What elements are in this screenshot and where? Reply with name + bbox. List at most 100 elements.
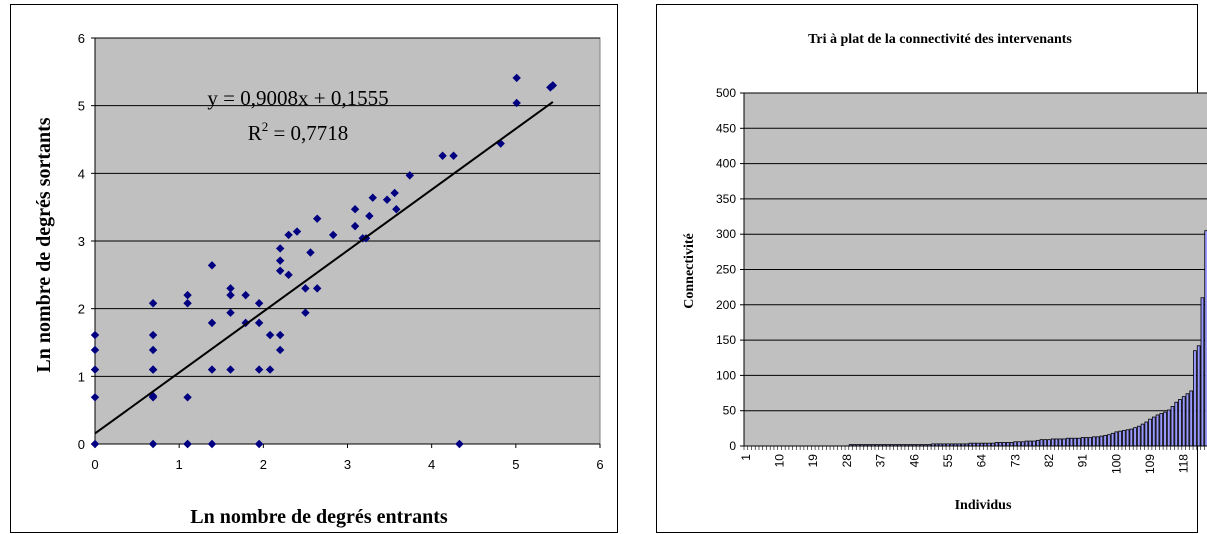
data-point: [350, 221, 360, 231]
bar: [1013, 441, 1018, 447]
data-point: [148, 330, 158, 340]
bar: [1054, 438, 1059, 447]
scatter-chart-panel: 0 1 2 3 4 5 6 0 1 2 3 4 5 6 y = 0,9008x + 0,1555 R2 =…: [10, 4, 618, 533]
bar: [1148, 418, 1152, 447]
y-tick-label: 300: [716, 227, 736, 241]
y-tick-label: 200: [716, 298, 736, 312]
data-point: [207, 318, 217, 328]
data-point: [313, 284, 322, 293]
x-tick-label: 91: [1076, 454, 1090, 468]
data-point: [148, 345, 158, 355]
bar: [1185, 393, 1190, 447]
data-point: [275, 266, 285, 275]
bar: [1174, 401, 1179, 447]
bar: [1073, 437, 1078, 447]
bar: [1039, 439, 1044, 447]
data-point: [392, 204, 401, 214]
data-point: [368, 193, 377, 202]
bar: [1107, 434, 1111, 447]
data-point: [207, 365, 217, 374]
y-tick-label: 400: [716, 157, 736, 171]
bar: [1047, 439, 1051, 447]
y-tick-label: 5: [78, 99, 85, 114]
bar: [1189, 390, 1194, 447]
r-squared-label: R2 = 0,7718: [248, 119, 349, 145]
y-tick-label: 3: [78, 234, 85, 249]
data-point: [284, 230, 293, 240]
data-point: [148, 299, 158, 308]
y-tick-label: 450: [716, 121, 736, 135]
bar: [1118, 430, 1122, 447]
data-point: [275, 256, 285, 265]
bar: [1103, 435, 1107, 447]
bar: [1006, 442, 1010, 447]
bar: [1155, 414, 1160, 447]
bar: [1065, 437, 1070, 447]
bar: [1181, 396, 1186, 447]
bar: [1151, 416, 1156, 447]
data-point: [183, 439, 192, 449]
data-point: [226, 365, 235, 374]
bar: [1017, 441, 1021, 447]
x-tick-label: 1: [739, 454, 753, 461]
x-tick-label: 109: [1143, 454, 1157, 474]
data-point: [265, 330, 275, 340]
x-tick-label: 100: [1109, 454, 1123, 474]
data-point: [148, 365, 158, 374]
scatter-chart: 0 1 2 3 4 5 6 0 1 2 3 4 5 6 y = 0,9008x + 0,1555 R2 =…: [33, 31, 604, 528]
x-tick-label: 73: [1008, 454, 1022, 468]
bar: [1099, 435, 1104, 447]
data-point: [90, 345, 100, 355]
bar: [1020, 441, 1025, 447]
bar: [1125, 429, 1130, 447]
x-tick-label: 10: [773, 454, 787, 468]
x-tick-label: 6: [596, 457, 603, 472]
data-point: [301, 308, 310, 317]
bar-gridlines: [744, 92, 1207, 412]
x-tick-label: 0: [91, 457, 98, 472]
x-tick-label: 64: [975, 454, 989, 468]
data-point: [226, 290, 235, 300]
data-point: [455, 439, 464, 449]
y-tick-label: 150: [716, 333, 736, 347]
data-point: [438, 151, 447, 160]
data-point: [207, 261, 217, 270]
trendline-equation: y = 0,9008x + 0,1555: [207, 86, 388, 110]
bar: [1200, 297, 1205, 447]
bar: [1080, 437, 1085, 447]
data-point: [148, 439, 158, 449]
trendline: [94, 101, 554, 435]
bar: [1002, 442, 1006, 447]
data-point: [328, 230, 338, 240]
x-tick-label: 19: [806, 454, 820, 468]
x-axis-label: Ln nombre de degrés entrants: [190, 506, 448, 528]
bar: [1032, 440, 1036, 447]
x-tick-label: 37: [874, 454, 888, 468]
y-axis-label: Ln nombre de degrés sortants: [33, 117, 55, 372]
bar: [1050, 438, 1055, 447]
scatter-gridlines: [95, 37, 600, 377]
bar: [1084, 437, 1089, 447]
x-tick-label: 82: [1042, 454, 1056, 468]
data-point: [226, 284, 235, 293]
data-point: [241, 290, 250, 300]
bar-x-axis-label: Individus: [955, 498, 1012, 513]
bar: [1136, 425, 1141, 447]
data-point: [183, 393, 192, 402]
x-tick-label: 5: [512, 457, 519, 472]
bar: [1035, 439, 1040, 447]
data-point: [90, 393, 100, 402]
data-point: [350, 204, 360, 214]
y-tick-label: 4: [78, 166, 85, 181]
x-tick-label: 3: [344, 457, 351, 472]
bar: [1077, 437, 1081, 447]
bar-axis-ticks: 0 50 100 150 200 250 300 350 400 450 500 1 10 19 28 37 4…: [716, 86, 1207, 474]
bar: [1009, 442, 1014, 447]
y-tick-label: 250: [716, 263, 736, 277]
data-point: [90, 439, 100, 449]
data-point: [275, 345, 285, 355]
scatter-axis-ticks: 0 1 2 3 4 5 6 0 1 2 3 4 5 6: [78, 31, 604, 472]
data-point: [301, 284, 310, 293]
bar: [1043, 439, 1048, 447]
bar: [1069, 437, 1074, 447]
